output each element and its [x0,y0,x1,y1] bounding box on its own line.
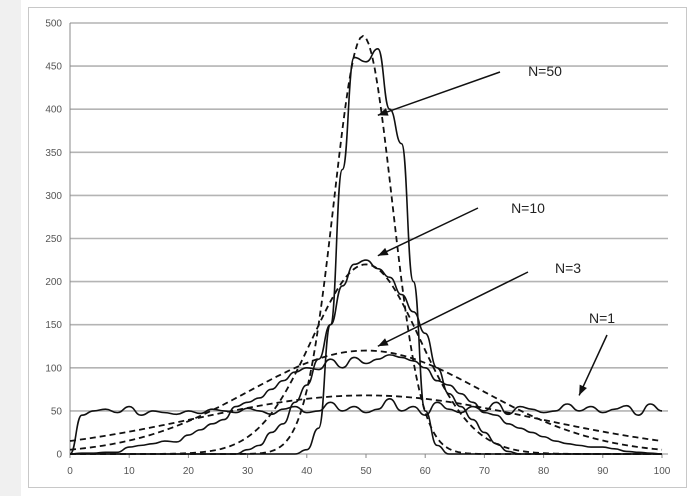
series-n-50-dashed [70,34,662,455]
y-tick-label: 0 [56,450,62,461]
arrow-head [377,338,389,347]
series-n-10-solid [69,259,662,455]
y-tick-label: 150 [45,320,62,331]
annotation-arrow [377,271,529,347]
annotation-arrow [578,334,608,396]
y-tick-label: 500 [45,19,62,30]
x-tick-label: 90 [597,466,609,477]
annotation-label: N=10 [511,200,545,216]
x-tick-label: 20 [183,466,195,477]
series-n-3-dashed [69,349,663,451]
left-margin-strip [0,0,21,496]
arrow-head [377,108,389,116]
y-tick-label: 450 [45,62,62,73]
x-tick-label: 80 [538,466,550,477]
x-tick-label: 30 [242,466,254,477]
annotation-label: N=3 [555,260,581,276]
y-tick-label: 400 [45,105,62,116]
arrow-head [377,247,389,256]
x-tick-label: 50 [360,466,372,477]
y-tick-label: 300 [45,191,62,202]
x-tick-label: 0 [67,466,73,477]
series-n-3-solid [69,354,663,455]
annotation-label: N=50 [528,63,562,79]
arrow-head [579,384,587,396]
series-n-1-solid [69,398,663,455]
annotation-label: N=1 [589,310,615,326]
x-tick-label: 40 [301,466,313,477]
x-tick-label: 10 [124,466,136,477]
y-tick-label: 350 [45,148,62,159]
x-tick-label: 60 [420,466,432,477]
annotation-arrow [377,71,501,116]
x-tick-label: 70 [479,466,491,477]
y-tick-label: 200 [45,277,62,288]
y-tick-label: 50 [51,406,63,417]
y-tick-label: 250 [45,234,62,245]
annotation-arrow [377,207,479,257]
series-n-1-dashed [69,394,663,442]
y-tick-label: 100 [45,363,62,374]
x-tick-label: 100 [654,466,671,477]
